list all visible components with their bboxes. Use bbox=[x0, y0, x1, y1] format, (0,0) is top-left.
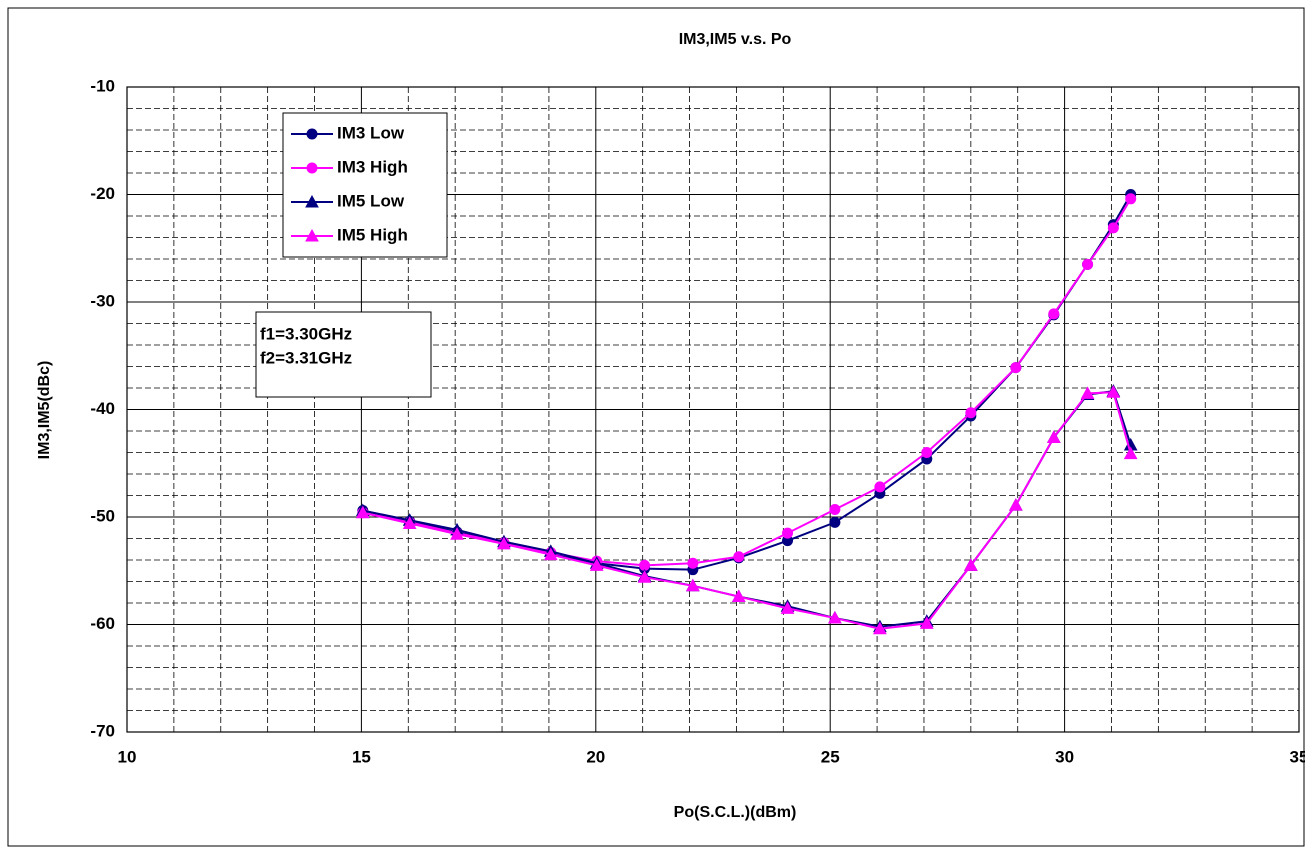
point bbox=[355, 505, 370, 519]
point bbox=[782, 527, 794, 539]
point bbox=[305, 228, 319, 242]
legend-label: IM3 Low bbox=[337, 123, 405, 142]
legend-label: IM3 High bbox=[337, 157, 408, 176]
point bbox=[687, 557, 699, 569]
x-tick-label: 10 bbox=[118, 747, 137, 766]
chart-title: IM3,IM5 v.s. Po bbox=[679, 31, 792, 48]
point bbox=[1107, 222, 1119, 234]
y-tick-label: -50 bbox=[90, 506, 115, 525]
point bbox=[639, 559, 651, 571]
legend-label: IM5 Low bbox=[337, 191, 405, 210]
point bbox=[1046, 430, 1061, 443]
y-tick-label: -70 bbox=[90, 721, 115, 740]
x-tick-label: 20 bbox=[586, 747, 605, 766]
point bbox=[305, 194, 319, 208]
plot-border bbox=[126, 86, 1300, 733]
point bbox=[921, 447, 933, 458]
annotation: f1=3.30GHz bbox=[260, 324, 352, 343]
point bbox=[685, 578, 700, 592]
x-axis-label: Po(S.C.L.)(dBm) bbox=[674, 804, 797, 821]
point bbox=[874, 481, 886, 493]
point bbox=[1106, 385, 1121, 398]
point bbox=[1048, 308, 1060, 320]
point bbox=[1080, 386, 1095, 399]
y-tick-label: -40 bbox=[90, 399, 115, 418]
y-axis-label: IM3,IM5(dBc) bbox=[36, 361, 53, 460]
annotation: f2=3.31GHz bbox=[260, 348, 352, 367]
point bbox=[1123, 446, 1138, 460]
point bbox=[306, 162, 318, 174]
point bbox=[733, 551, 745, 563]
point bbox=[829, 503, 841, 515]
point bbox=[829, 516, 841, 528]
point bbox=[1009, 498, 1023, 511]
point bbox=[1125, 193, 1137, 205]
y-tick-label: -30 bbox=[90, 291, 115, 310]
point bbox=[306, 128, 318, 140]
legend-label: IM5 High bbox=[337, 225, 408, 244]
y-tick-label: -20 bbox=[90, 184, 115, 203]
point bbox=[497, 536, 511, 550]
point bbox=[402, 516, 417, 529]
x-tick-label: 15 bbox=[352, 747, 371, 766]
point bbox=[873, 621, 887, 635]
x-tick-label: 35 bbox=[1290, 747, 1305, 766]
y-tick-label: -10 bbox=[90, 76, 115, 95]
point bbox=[963, 558, 978, 571]
point bbox=[543, 547, 558, 561]
point bbox=[731, 589, 746, 603]
point bbox=[637, 570, 652, 583]
point bbox=[919, 616, 934, 629]
point bbox=[1010, 362, 1022, 374]
point bbox=[1082, 258, 1094, 270]
point bbox=[780, 601, 795, 614]
point bbox=[450, 527, 464, 540]
point bbox=[828, 611, 842, 624]
x-tick-label: 30 bbox=[1055, 747, 1074, 766]
annotation-box bbox=[255, 311, 432, 398]
point bbox=[589, 558, 604, 571]
point bbox=[965, 407, 977, 419]
x-tick-label: 25 bbox=[821, 747, 840, 766]
y-tick-label: -60 bbox=[90, 614, 115, 633]
